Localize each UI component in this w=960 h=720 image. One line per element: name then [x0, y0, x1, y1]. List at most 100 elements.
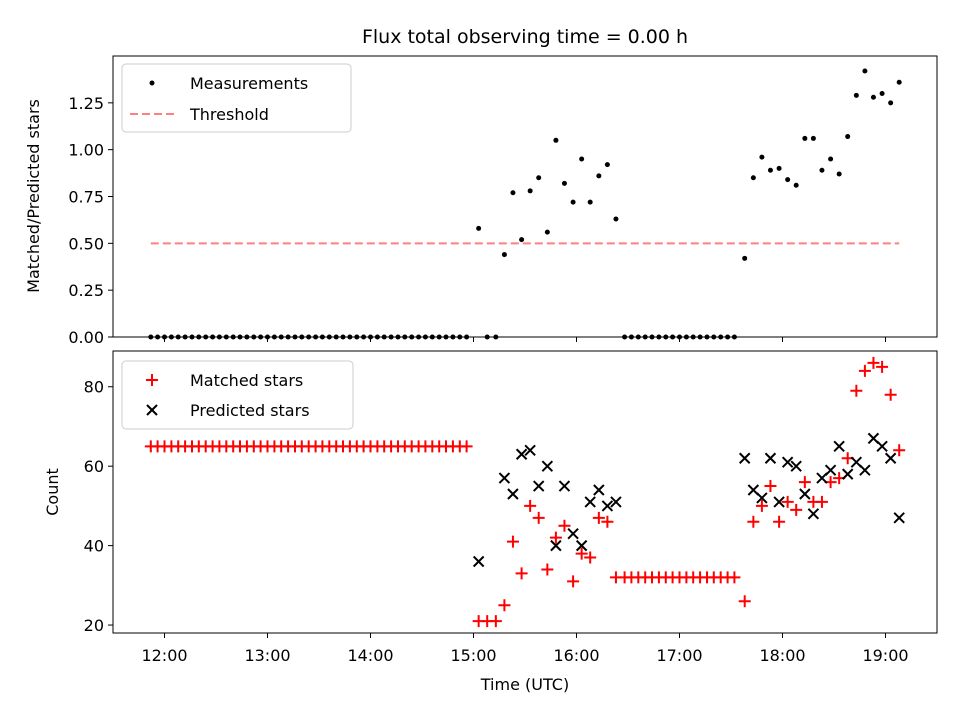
matched-stars-point: [558, 519, 571, 532]
predicted-stars-point: [833, 440, 845, 453]
matched-stars-legend-marker: [146, 374, 158, 386]
predicted-stars-point: [601, 500, 614, 512]
matched-stars-point: [798, 476, 811, 489]
matched-stars-point: [584, 551, 597, 564]
top-legend-box: [121, 63, 352, 133]
measurements-point: [544, 229, 550, 235]
predicted-stars-point: [498, 472, 511, 484]
matched-stars-point: [728, 571, 741, 584]
top-panel: Flux total observing time = 0.00 h Match…: [24, 26, 938, 347]
measurements-point: [896, 79, 902, 85]
measurements-point: [536, 175, 542, 181]
measurements-point: [879, 90, 885, 96]
measurements-point: [819, 167, 825, 173]
matched-stars-point: [524, 499, 537, 512]
measurements-point: [793, 182, 799, 188]
top-chart-title: Flux total observing time = 0.00 h: [362, 26, 688, 48]
measurements-point: [785, 177, 791, 183]
measurements-point: [776, 165, 782, 171]
x-tick-label: 14:00: [347, 646, 393, 665]
matched-stars-legend-label: Matched stars: [190, 371, 303, 390]
y-tick-label: 60: [84, 457, 104, 476]
measurements-legend-label: Measurements: [190, 74, 308, 93]
predicted-stars-point: [584, 496, 596, 508]
bottom-plot-area: [144, 356, 906, 628]
predicted-stars-point: [507, 488, 519, 500]
y-tick-label: 0.75: [68, 188, 104, 207]
predicted-stars-point: [790, 460, 802, 472]
bottom-ticks: 20 40 60 80 12:00 13:00 14:00 15:00 16:00 17:00 18…: [84, 378, 909, 665]
measurements-point: [553, 137, 559, 143]
predicted-stars-point: [550, 539, 562, 552]
predicted-stars-point: [472, 555, 485, 568]
measurements-point: [853, 92, 859, 98]
measurements-point: [759, 154, 765, 160]
predicted-stars-point: [610, 496, 622, 508]
measurements-point: [862, 68, 868, 74]
bottom-legend-box: [121, 360, 354, 430]
matched-stars-point: [567, 575, 580, 588]
matched-stars-point: [773, 515, 786, 528]
measurements-point: [501, 252, 507, 258]
predicted-stars-point: [515, 448, 528, 460]
measurements-point: [742, 255, 748, 261]
predicted-stars-point: [593, 484, 605, 496]
measurements-point: [587, 199, 593, 205]
bottom-axes-frame: [112, 350, 938, 634]
matched-stars-point: [893, 444, 906, 457]
matched-stars-point: [781, 495, 794, 508]
measurements-point: [810, 135, 816, 141]
matched-stars-point: [489, 615, 502, 628]
matched-stars-point: [858, 364, 871, 377]
matched-stars-point: [592, 511, 605, 524]
predicted-stars-point: [781, 456, 794, 468]
x-tick-label: 15:00: [450, 646, 496, 665]
x-tick-label: 13:00: [244, 646, 290, 665]
predicted-stars-point: [893, 512, 905, 524]
matched-stars-point: [755, 499, 768, 512]
predicted-stars-point: [524, 444, 536, 457]
top-y-axis-label: Matched/Predicted stars: [24, 99, 43, 293]
predicted-stars-point: [807, 508, 820, 520]
predicted-stars-point: [532, 480, 545, 492]
y-tick-label: 80: [84, 378, 104, 397]
measurements-point: [613, 216, 619, 222]
y-tick-label: 1.25: [68, 94, 104, 113]
predicted-stars-point: [824, 464, 837, 476]
x-tick-label: 19:00: [862, 646, 908, 665]
x-tick-label: 17:00: [656, 646, 702, 665]
predicted-stars-point: [575, 539, 588, 552]
matched-stars-point: [460, 440, 473, 453]
measurements-point: [527, 188, 533, 194]
matched-stars-point: [532, 511, 545, 524]
matched-stars-point: [876, 360, 889, 373]
predicted-stars-point: [567, 527, 579, 540]
matched-stars-point: [575, 547, 588, 560]
top-legend: Measurements Threshold: [121, 63, 352, 133]
top-plot-area: [148, 68, 902, 340]
matched-stars-point: [815, 495, 828, 508]
matched-stars-point: [601, 515, 614, 528]
matched-stars-point: [549, 531, 562, 544]
predicted-stars-point: [773, 496, 785, 508]
predicted-stars-point: [764, 452, 777, 464]
y-tick-label: 0.00: [68, 328, 104, 347]
predicted-stars-legend-label: Predicted stars: [190, 401, 310, 420]
predicted-stars-legend-marker: [146, 404, 158, 416]
y-tick-label: 0.50: [68, 234, 104, 253]
bottom-y-axis-label: Count: [43, 468, 62, 516]
y-tick-label: 1.00: [68, 141, 104, 160]
measurements-point: [870, 94, 876, 100]
predicted-stars-point: [756, 492, 768, 504]
top-axes-frame: [112, 55, 938, 338]
predicted-stars-point: [558, 480, 571, 492]
measurements-point: [802, 135, 808, 141]
x-axis-label: Time (UTC): [480, 675, 569, 694]
measurements-point: [570, 199, 576, 205]
bottom-panel: Count Time (UTC) 20 40 60 80 12:00 13:00 14:00…: [43, 350, 938, 694]
measurements-point: [604, 162, 610, 168]
measurements-point: [828, 156, 834, 162]
predicted-stars-point: [541, 460, 554, 472]
threshold-legend-label: Threshold: [189, 105, 269, 124]
